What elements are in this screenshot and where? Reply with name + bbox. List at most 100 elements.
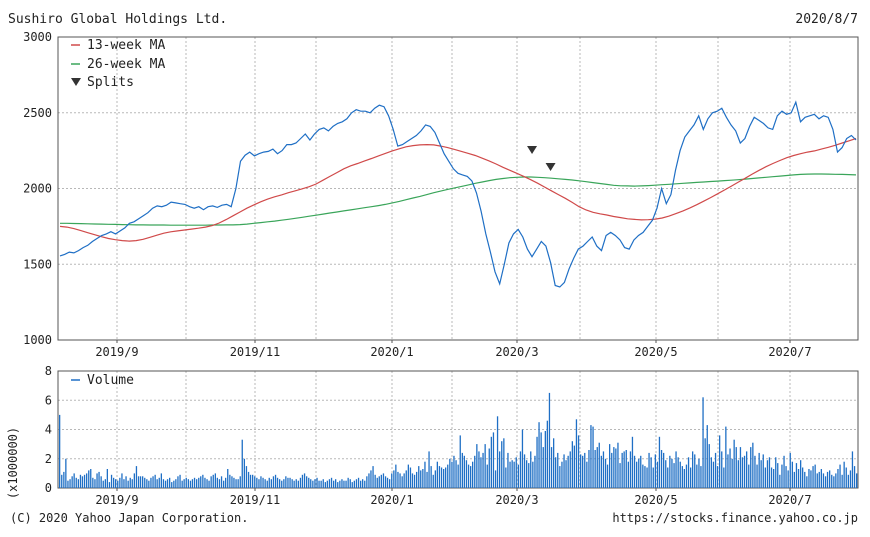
volume-bar [791, 461, 793, 488]
volume-bar [472, 461, 474, 488]
volume-bar [162, 479, 165, 488]
volume-bar [420, 470, 422, 488]
volume-bar [310, 479, 312, 488]
volume-bar [685, 464, 688, 488]
volume-bar [324, 482, 326, 488]
volume-bar [254, 476, 256, 488]
volume-bar [98, 471, 100, 488]
split-marker-icon [527, 146, 538, 154]
volume-bar [297, 480, 299, 488]
volume-bar [592, 426, 594, 488]
price-y-tick: 3000 [23, 30, 52, 44]
volume-bar [561, 461, 563, 488]
volume-x-tick: 2020/3 [495, 493, 538, 507]
volume-bar [179, 474, 181, 488]
volume-bar [590, 425, 592, 488]
volume-x-tick: 2019/9 [95, 493, 138, 507]
volume-bar [303, 473, 306, 488]
source-link[interactable]: https://stocks.finance.yahoo.co.jp [612, 511, 858, 525]
volume-bar [733, 439, 735, 488]
volume-bar [609, 444, 611, 488]
volume-bar [770, 467, 773, 488]
volume-bar [754, 455, 756, 488]
volume-bar [741, 457, 744, 488]
volume-bar [584, 452, 586, 488]
volume-bar [337, 482, 339, 488]
ma13-line [59, 137, 857, 242]
volume-bar [536, 436, 538, 488]
volume-y-tick: 0 [45, 481, 52, 495]
volume-bar [737, 460, 739, 488]
volume-bar [208, 480, 210, 488]
volume-bar [600, 455, 602, 488]
volume-bar [760, 460, 762, 488]
volume-bar [401, 476, 403, 488]
volume-x-tick: 2020/7 [768, 493, 811, 507]
volume-bar [372, 466, 374, 488]
volume-bar [559, 466, 561, 488]
volume-bar [370, 470, 372, 488]
volume-bar [430, 466, 432, 488]
volume-bar [243, 458, 245, 489]
volume-bar [781, 464, 783, 488]
volume-bar [627, 461, 629, 488]
volume-bar [839, 464, 841, 488]
volume-bar [683, 469, 685, 488]
volume-bar [555, 457, 557, 488]
volume-bar [806, 476, 808, 488]
volume-bar [405, 470, 407, 488]
volume-bar [505, 467, 507, 488]
volume-bar [833, 476, 835, 488]
volume-bar [729, 448, 731, 488]
volume-bar [687, 457, 690, 488]
volume-bar [727, 454, 729, 488]
volume-bar [743, 455, 746, 488]
volume-bar [501, 441, 503, 488]
volume-bar [706, 425, 708, 488]
volume-bar [397, 471, 399, 488]
volume-bar [119, 477, 121, 488]
volume-bar [845, 467, 847, 488]
volume-bar [449, 458, 451, 489]
volume-bar [528, 463, 530, 488]
volume-panel: 8 6 4 2 0 2019/9 2019/11 2020/1 2020/3 2020/5 2020… [6, 364, 859, 507]
volume-bar [283, 479, 285, 488]
volume-bar [67, 480, 69, 488]
volume-bar [650, 457, 652, 488]
volume-bar [544, 431, 546, 488]
volume-bar [648, 452, 650, 488]
volume-bar [206, 479, 208, 488]
volume-bar [347, 477, 349, 488]
volume-bar [731, 458, 733, 489]
volume-bar [380, 474, 382, 488]
legend-label: Splits [87, 75, 134, 90]
volume-bar [690, 467, 692, 488]
volume-bar [210, 476, 212, 488]
volume-bar [326, 480, 328, 488]
volume-bar [496, 416, 499, 488]
volume-bar [532, 461, 534, 488]
volume-bar [150, 477, 152, 488]
volume-bar [227, 469, 229, 488]
volume-bar [220, 476, 223, 488]
volume-bar [301, 474, 304, 488]
volume-bar [675, 451, 677, 488]
volume-bar [154, 474, 156, 488]
volume-bar [386, 477, 389, 488]
volume-bar [488, 448, 490, 488]
volume-bar [775, 457, 777, 488]
volume-bar [513, 461, 515, 488]
volume-y-label: (x1000000) [6, 427, 20, 499]
volume-bar [349, 479, 351, 488]
volume-bar [59, 414, 61, 488]
volume-bar [598, 442, 600, 488]
volume-bar [202, 474, 204, 488]
volume-bar [69, 479, 71, 488]
volume-bar [679, 461, 681, 488]
volume-bar [721, 451, 723, 488]
volume-bar [546, 420, 548, 488]
volume-bar [582, 455, 584, 488]
volume-bar [237, 479, 239, 488]
volume-bar [357, 477, 360, 488]
volume-bar [137, 476, 140, 488]
